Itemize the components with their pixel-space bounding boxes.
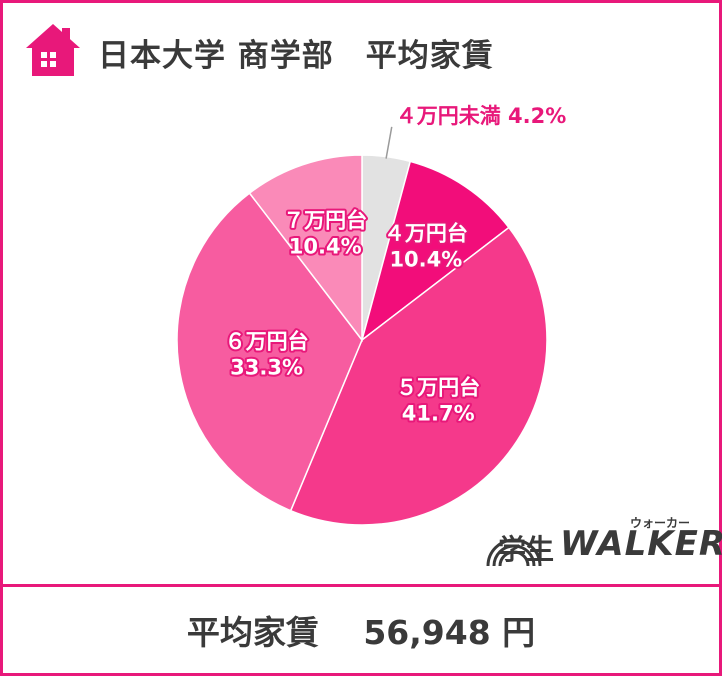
pie-slice-2 <box>289 226 548 526</box>
footer-spacer <box>319 606 364 654</box>
logo-kana: ウォーカー <box>630 516 691 530</box>
divider <box>0 584 722 587</box>
slice-category: ７万円台 <box>283 208 367 232</box>
slice-percent: 10.4% <box>289 234 362 258</box>
footer-value: 56,948 円 <box>363 613 536 652</box>
slice-label-text: ４万円未満 4.2% <box>396 104 567 128</box>
slice-percent: 41.7% <box>402 402 475 426</box>
logo-arc-icon <box>486 538 542 567</box>
footer-label: 平均家賃 <box>186 613 319 652</box>
slice-label-0: ４万円未満 4.2% <box>396 104 567 128</box>
pie-slice-3 <box>176 192 363 512</box>
footer: 平均家賃 56,948 円 <box>0 587 722 673</box>
logo-text: 学生 <box>498 533 555 566</box>
pie-slice-1 <box>360 160 510 342</box>
slice-category: ６万円台 <box>225 329 309 353</box>
slice-category: ５万円台 <box>396 376 480 400</box>
gakusei-walker-logo: 学生 WALKER ウォーカー <box>482 514 722 574</box>
slice-category: ４万円台 <box>384 222 468 246</box>
slice-percent: 10.4% <box>389 248 462 272</box>
page-title: 日本大学 商学部 平均家賃 <box>98 38 494 74</box>
house-icon <box>26 24 80 76</box>
pie-chart: ４万円未満 4.2%４万円台10.4%５万円台41.7%６万円台33.3%７万円… <box>176 104 567 526</box>
logo-brand: WALKER <box>560 524 722 564</box>
slice-percent: 33.3% <box>230 355 303 379</box>
pie-slice-4 <box>248 154 363 343</box>
leader-line <box>385 126 393 159</box>
